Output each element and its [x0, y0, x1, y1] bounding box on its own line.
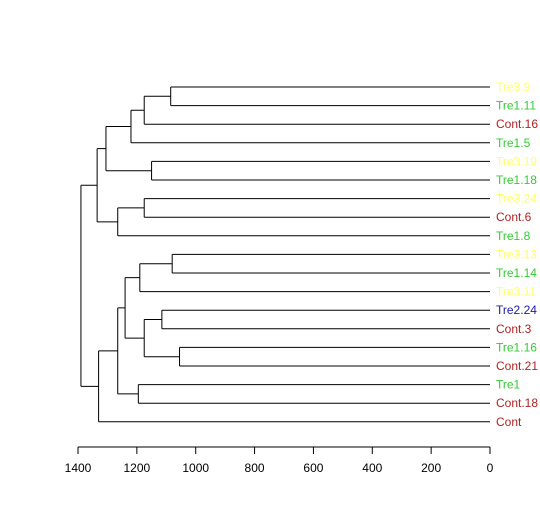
x-tick-label: 1000: [182, 461, 209, 475]
leaf-label: Tre3.19: [496, 154, 537, 168]
leaf-labels: Tre3.9 Tre1.11 Cont.16 Tre1.5 Tre3.19 Tre1.18…: [496, 80, 538, 429]
leaf-label: Tre1.11: [496, 99, 536, 113]
leaf-label: Tre1.18: [496, 173, 537, 187]
x-tick-label: 800: [245, 461, 265, 475]
x-axis: 1400 1200 1000 800 600 400 200 0: [65, 446, 494, 475]
leaf-label: Cont.16: [496, 117, 538, 131]
leaf-label: Tre1: [496, 378, 521, 392]
leaf-label: Tre1.14: [496, 266, 537, 280]
x-tick-label: 600: [303, 461, 323, 475]
x-tick-label: 400: [362, 461, 382, 475]
x-tick-label: 200: [421, 461, 441, 475]
leaf-label: Tre3.9: [496, 80, 531, 94]
x-tick-label: 0: [487, 461, 494, 475]
leaf-label: Tre2.24: [496, 303, 537, 317]
leaf-label: Cont.3: [496, 322, 532, 336]
leaf-label: Tre1.16: [496, 340, 537, 354]
leaf-label: Tre3.13: [496, 247, 537, 261]
leaf-label: Tre3.24: [496, 192, 537, 206]
leaf-label: Cont.18: [496, 396, 538, 410]
x-tick-label: 1400: [65, 461, 92, 475]
dendrogram-branches: [80, 86, 490, 423]
leaf-label: Tre1.5: [496, 136, 531, 150]
leaf-label: Tre3.11: [496, 285, 536, 299]
x-tick-label: 1200: [124, 461, 151, 475]
leaf-label: Cont.6: [496, 210, 532, 224]
leaf-label: Cont: [496, 415, 522, 429]
leaf-label: Tre1.8: [496, 229, 531, 243]
leaf-label: Cont.21: [496, 359, 538, 373]
